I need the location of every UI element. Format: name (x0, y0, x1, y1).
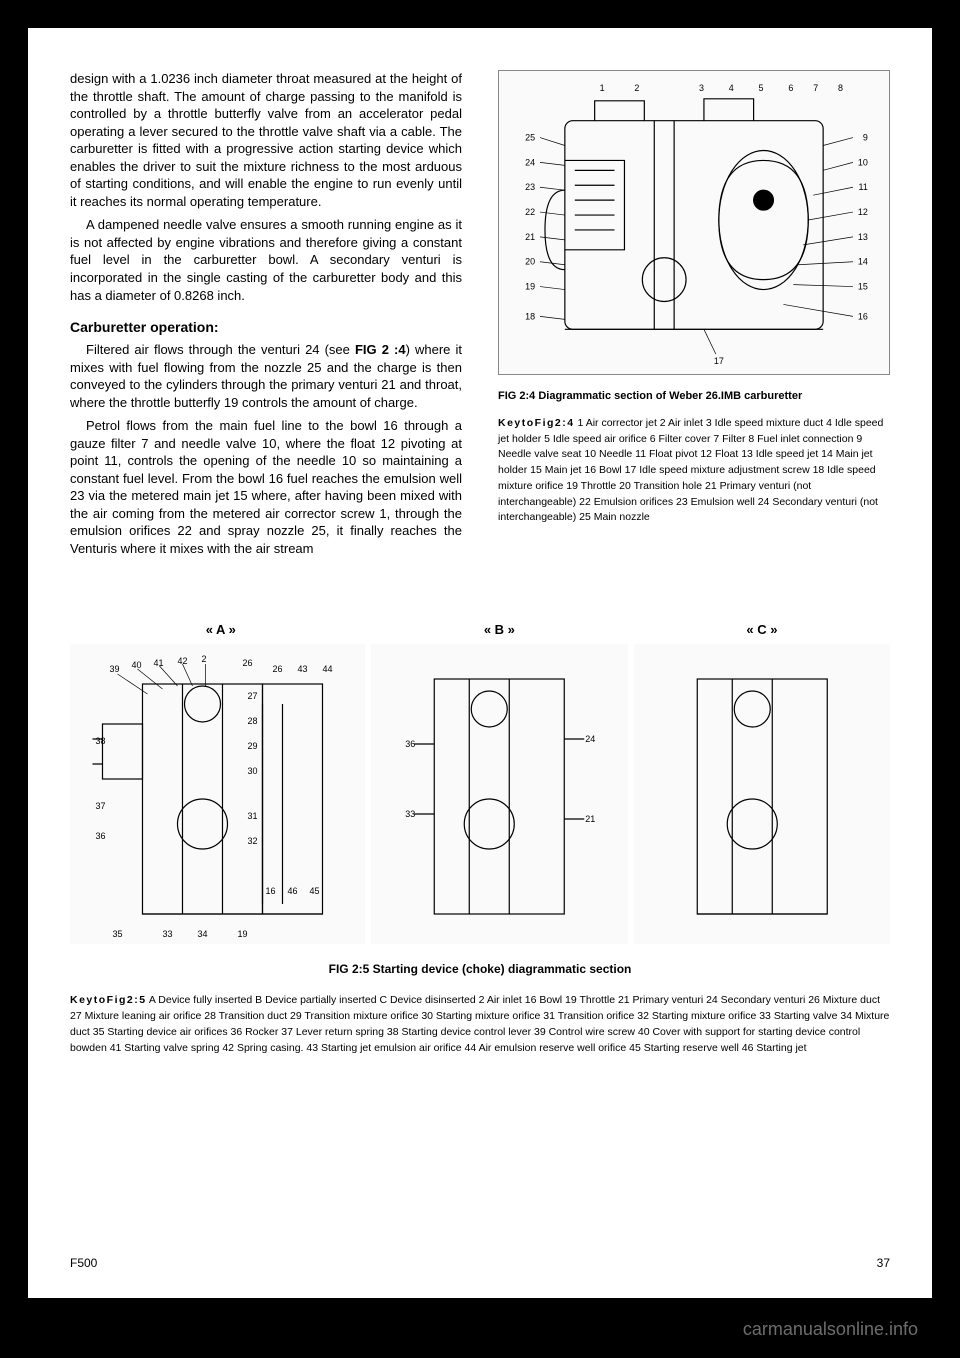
paragraph-2: A dampened needle valve ensures a smooth… (70, 216, 462, 304)
left-text-column: design with a 1.0236 inch diameter throa… (70, 70, 462, 564)
lbl: 2 (201, 654, 206, 664)
lbl: 24 (585, 734, 595, 744)
watermark: carmanualsonline.info (743, 1319, 918, 1340)
panel-a: « A » (70, 644, 365, 944)
panel-a-label: « A » (206, 622, 236, 637)
lbl: 20 (525, 257, 535, 267)
paragraph-3: Filtered air flows through the venturi 2… (70, 341, 462, 411)
lbl: 24 (525, 157, 535, 167)
lbl: 1 (600, 83, 605, 93)
lbl: 29 (247, 741, 257, 751)
lbl: 6 (788, 83, 793, 93)
lbl: 23 (525, 182, 535, 192)
lbl: 16 (858, 311, 868, 321)
lbl: 31 (247, 811, 257, 821)
panel-b-svg: 36 33 24 21 (371, 644, 628, 944)
panel-c-label: « C » (746, 622, 777, 637)
lbl: 30 (247, 766, 257, 776)
lbl: 26 (242, 658, 252, 668)
fig24-caption: FIG 2:4 Diagrammatic section of Weber 26… (498, 389, 890, 404)
lbl: 33 (162, 929, 172, 939)
lbl: 26 (272, 664, 282, 674)
panel-b: « B » 36 33 24 21 (371, 644, 628, 944)
lbl: 34 (197, 929, 207, 939)
lbl: 5 (759, 83, 764, 93)
lbl: 13 (858, 232, 868, 242)
lbl: 43 (297, 664, 307, 674)
footer-right: 37 (877, 1256, 890, 1270)
lbl: 3 (699, 83, 704, 93)
panel-a-svg: 39 40 41 42 2 26 26 43 44 27 28 29 30 31 (70, 644, 365, 944)
key24-text: 1 Air corrector jet 2 Air inlet 3 Idle s… (498, 417, 883, 524)
fig24-svg: 1 2 3 4 5 6 7 8 25 24 23 22 (499, 71, 889, 374)
lbl: 40 (131, 660, 141, 670)
lbl: 44 (322, 664, 332, 674)
paragraph-1: design with a 1.0236 inch diameter throa… (70, 70, 462, 210)
lbl: 4 (729, 83, 734, 93)
lbl: 22 (525, 207, 535, 217)
lower-section: « A » (70, 644, 890, 1057)
upper-section: design with a 1.0236 inch diameter throa… (70, 70, 890, 564)
panel-b-label: « B » (484, 622, 515, 637)
lbl: 21 (585, 814, 595, 824)
footer-left: F500 (70, 1256, 97, 1270)
right-figure-column: 1 2 3 4 5 6 7 8 25 24 23 22 (498, 70, 890, 564)
lbl: 8 (838, 83, 843, 93)
lbl: 36 (95, 831, 105, 841)
lbl: 21 (525, 232, 535, 242)
lbl: 16 (265, 886, 275, 896)
lbl: 37 (95, 801, 105, 811)
lbl: 33 (405, 809, 415, 819)
lbl: 46 (287, 886, 297, 896)
fig25-caption: FIG 2:5 Starting device (choke) diagramm… (70, 962, 890, 976)
carb-operation-heading: Carburetter operation: (70, 318, 462, 337)
key24-block: KeytoFig2:4 1 Air corrector jet 2 Air in… (498, 416, 890, 526)
lbl: 25 (525, 133, 535, 143)
panel-c: « C » (634, 644, 891, 944)
lbl: 9 (863, 133, 868, 143)
lbl: 41 (153, 658, 163, 668)
lbl: 18 (525, 311, 535, 321)
key24-title: KeytoFig2:4 (498, 417, 575, 429)
lbl: 14 (858, 257, 868, 267)
lbl: 19 (237, 929, 247, 939)
lbl: 27 (247, 691, 257, 701)
para3-a: Filtered air flows through the venturi 2… (86, 342, 355, 357)
lbl: 10 (858, 157, 868, 167)
page: design with a 1.0236 inch diameter throa… (28, 28, 932, 1298)
key25-text: A Device fully inserted B Device partial… (70, 994, 889, 1055)
lbl: 28 (247, 716, 257, 726)
page-footer: F500 37 (70, 1256, 890, 1270)
para3-figref: FIG 2 :4 (355, 342, 406, 357)
panel-c-svg (634, 644, 891, 944)
lbl: 19 (525, 282, 535, 292)
lbl: 32 (247, 836, 257, 846)
key25-block: KeytoFig2:5 A Device fully inserted B De… (70, 992, 890, 1057)
lbl: 17 (714, 356, 724, 366)
lbl: 35 (112, 929, 122, 939)
key25-title: KeytoFig2:5 (70, 994, 147, 1006)
lbl: 45 (309, 886, 319, 896)
lbl: 38 (95, 736, 105, 746)
fig25-panels: « A » (70, 644, 890, 944)
lbl: 7 (813, 83, 818, 93)
lbl: 12 (858, 207, 868, 217)
lbl: 39 (109, 664, 119, 674)
lbl: 36 (405, 739, 415, 749)
lbl: 11 (859, 182, 868, 192)
lbl: 2 (634, 83, 639, 93)
lbl: 15 (858, 282, 868, 292)
lbl: 42 (177, 656, 187, 666)
paragraph-4: Petrol flows from the main fuel line to … (70, 417, 462, 557)
fig-2-4-diagram: 1 2 3 4 5 6 7 8 25 24 23 22 (498, 70, 890, 375)
